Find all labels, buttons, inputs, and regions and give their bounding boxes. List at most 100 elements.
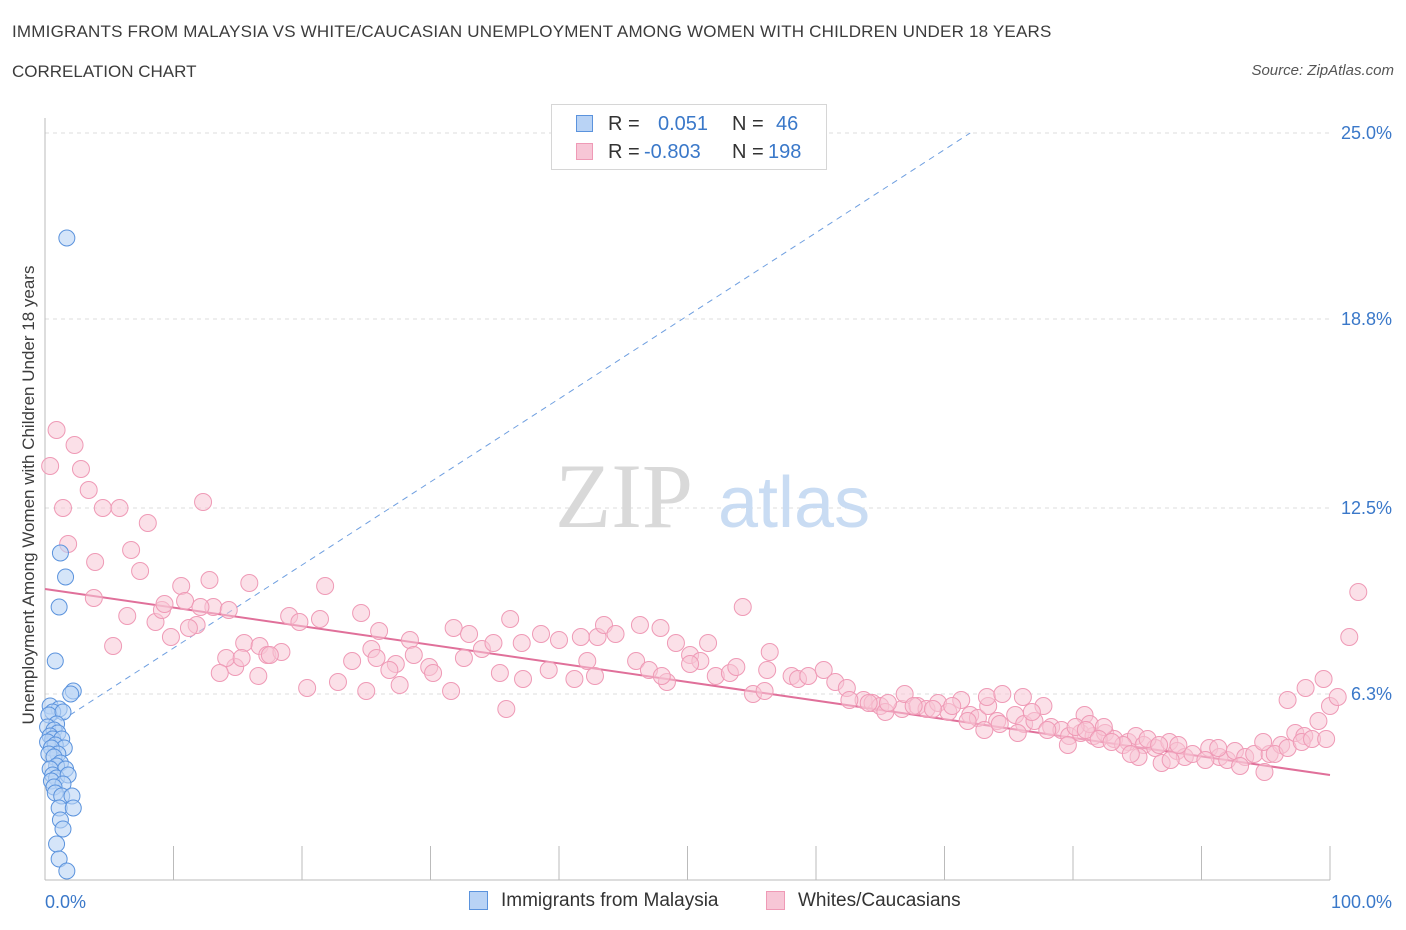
x-tick-label: 100.0% [1331, 892, 1392, 912]
data-point-whites [1349, 583, 1368, 601]
data-point-whites [1309, 712, 1328, 730]
data-point-whites [958, 712, 977, 730]
data-point-whites [923, 700, 942, 718]
data-point-whites [1121, 745, 1140, 763]
y-tick-label: 18.8% [1341, 309, 1392, 329]
data-point-malaysia [64, 799, 82, 817]
data-point-whites [652, 667, 671, 685]
data-point-whites [390, 676, 409, 694]
data-point-whites [290, 613, 309, 631]
data-point-whites [755, 682, 774, 700]
y-tick-label: 25.0% [1341, 123, 1392, 143]
data-point-whites [219, 601, 238, 619]
data-point-whites [328, 673, 347, 691]
data-point-malaysia [57, 568, 75, 586]
data-point-whites [760, 643, 779, 661]
data-point-whites [343, 652, 362, 670]
data-point-whites [799, 667, 818, 685]
data-point-whites [191, 598, 210, 616]
legend-swatch-blue [576, 115, 593, 132]
data-point-whites [1022, 703, 1041, 721]
data-point-whites [699, 634, 718, 652]
x-tick-label: 0.0% [45, 892, 86, 912]
data-point-whites [859, 694, 878, 712]
data-point-whites [179, 619, 198, 637]
data-point-whites [512, 634, 531, 652]
bottom-legend-label: Immigrants from Malaysia [501, 890, 719, 911]
legend-swatch-pink [576, 143, 593, 160]
data-point-whites [501, 610, 520, 628]
data-point-whites [1161, 751, 1180, 769]
data-point-whites [727, 658, 746, 676]
data-point-whites [104, 637, 123, 655]
data-point-whites [404, 646, 423, 664]
data-point-whites [352, 604, 371, 622]
legend-r-value: 0.051 [658, 113, 709, 135]
data-point-whites [1150, 736, 1169, 754]
data-point-whites [93, 499, 112, 517]
data-point-malaysia [62, 685, 80, 703]
data-point-whites [53, 499, 72, 517]
data-point-whites [65, 436, 84, 454]
data-point-whites [497, 700, 516, 718]
data-point-whites [444, 619, 463, 637]
data-point-whites [1255, 763, 1274, 781]
data-point-whites [122, 541, 141, 559]
data-point-whites [41, 457, 60, 475]
data-point-whites [630, 616, 649, 634]
data-point-whites [840, 691, 859, 709]
data-point-whites [442, 682, 461, 700]
data-point-whites [1296, 679, 1315, 697]
data-point-whites [904, 697, 923, 715]
data-point-whites [990, 715, 1009, 733]
data-point-whites [424, 664, 443, 682]
chart-subtitle: CORRELATION CHART [12, 62, 197, 81]
data-point-whites [484, 634, 503, 652]
data-point-whites [200, 571, 219, 589]
data-point-whites [1013, 688, 1032, 706]
data-point-whites [532, 625, 551, 643]
data-point-whites [666, 634, 685, 652]
data-point-whites [627, 652, 646, 670]
data-point-whites [758, 661, 777, 679]
data-point-whites [131, 562, 150, 580]
data-point-whites [210, 664, 229, 682]
data-point-whites [138, 514, 157, 532]
data-point-whites [1038, 721, 1057, 739]
data-point-whites [400, 631, 419, 649]
watermark-atlas: atlas [718, 463, 870, 543]
data-point-whites [975, 721, 994, 739]
bottom-legend-label: Whites/Caucasians [798, 890, 961, 911]
data-point-whites [1317, 730, 1336, 748]
y-tick-label: 12.5% [1341, 498, 1392, 518]
data-point-whites [260, 646, 279, 664]
data-point-whites [380, 661, 399, 679]
data-point-whites [176, 592, 195, 610]
legend-n-value: 198 [768, 141, 802, 163]
data-point-whites [1328, 688, 1347, 706]
data-point-whites [71, 460, 90, 478]
data-point-whites [1008, 724, 1027, 742]
data-point-whites [1058, 736, 1077, 754]
watermark-zip: ZIP [555, 445, 693, 547]
data-point-malaysia [58, 229, 76, 247]
data-point-whites [1254, 733, 1273, 751]
tick-labels: 6.3% 12.5% 18.8% 25.0% 0.0% 100.0% [45, 123, 1392, 912]
data-point-whites [733, 598, 752, 616]
data-point-whites [895, 685, 914, 703]
data-point-whites [79, 481, 98, 499]
data-point-whites [977, 688, 996, 706]
legend-r-label: R = [608, 113, 640, 135]
data-point-whites [84, 589, 103, 607]
data-point-malaysia [50, 850, 68, 868]
data-point-whites [681, 655, 700, 673]
data-point-whites [1169, 736, 1188, 754]
data-point-malaysia [58, 862, 76, 880]
data-point-whites [86, 553, 105, 571]
legend-n-label: N = [732, 113, 764, 135]
data-point-whites [1340, 628, 1359, 646]
source-label: Source: ZipAtlas.com [1251, 62, 1394, 79]
bottom-legend-swatch-blue [469, 891, 488, 910]
data-point-whites [539, 661, 558, 679]
chart-title: IMMIGRANTS FROM MALAYSIA VS WHITE/CAUCAS… [12, 22, 1052, 41]
